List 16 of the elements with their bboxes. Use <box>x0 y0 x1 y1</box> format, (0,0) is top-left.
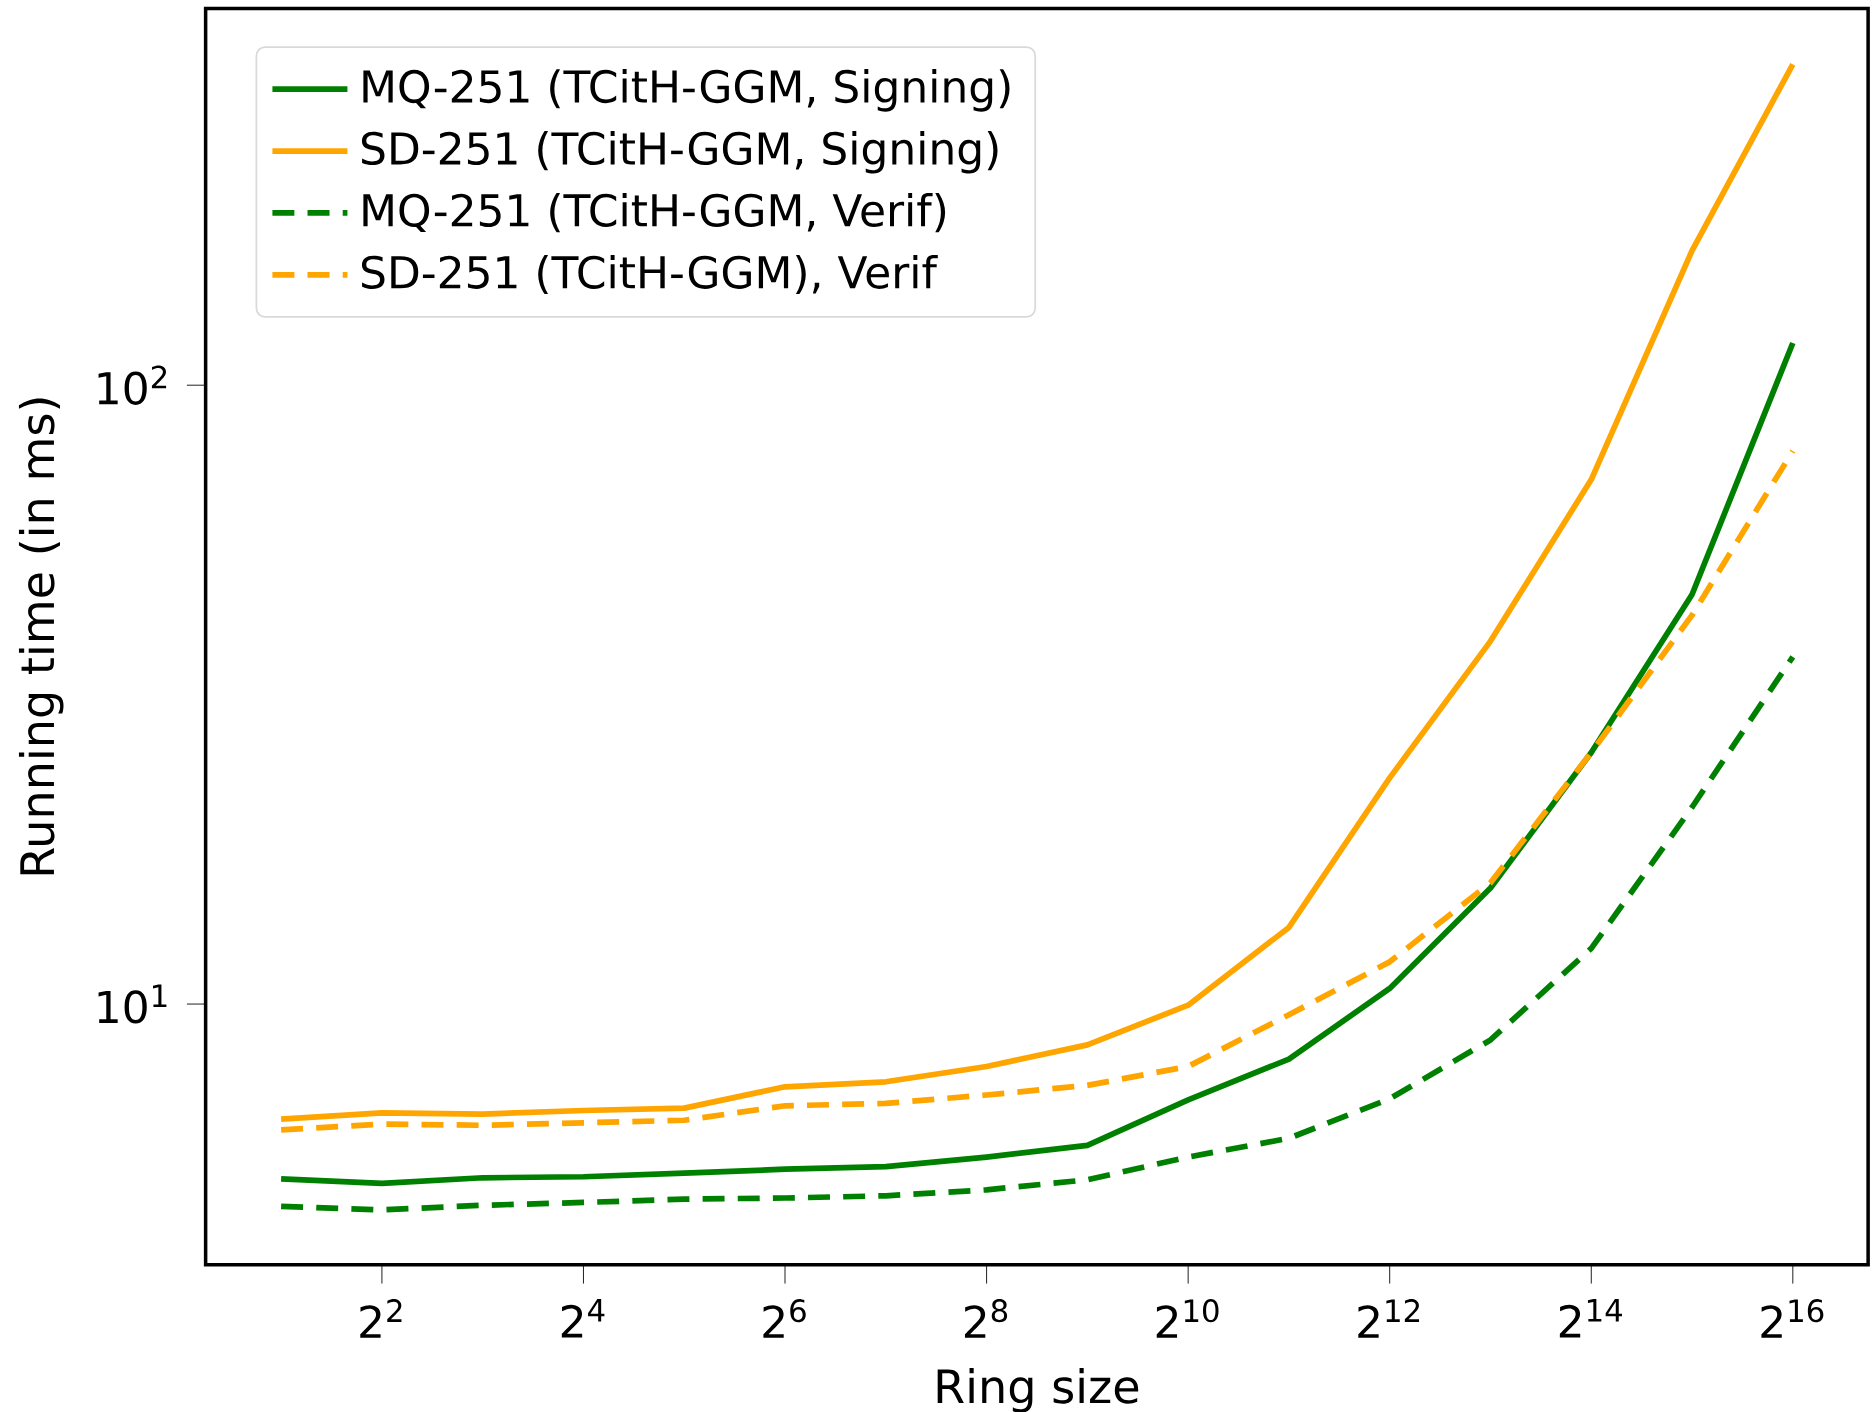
y-tick-label: 10$^{1}$ <box>98 984 167 1024</box>
x-tick-label: 2$^{6}$ <box>763 1299 806 1338</box>
legend-label: MQ-251 (TCitH-GGM, Signing) <box>363 69 1010 112</box>
x-tick-label: 2$^{4}$ <box>561 1299 605 1338</box>
y-tick-label: 10$^{2}$ <box>98 365 167 405</box>
legend-label: SD-251 (TCitH-GGM, Signing) <box>361 131 998 174</box>
x-axis-title: Ring size <box>937 1368 1139 1412</box>
x-tick-label: 2$^{14}$ <box>1559 1299 1622 1338</box>
x-tick-label: 2$^{8}$ <box>964 1299 1008 1338</box>
x-tick-label: 2$^{10}$ <box>1156 1299 1219 1338</box>
legend-label: MQ-251 (TCitH-GGM, Verif) <box>363 192 946 233</box>
x-tick-label: 2$^{16}$ <box>1761 1299 1824 1338</box>
legend-label: SD-251 (TCitH-GGM), Verif <box>361 254 938 295</box>
x-tick-label: 2$^{2}$ <box>360 1299 402 1338</box>
y-axis-title: Running time (in ms) <box>18 398 64 875</box>
x-tick-label: 2$^{12}$ <box>1358 1299 1420 1338</box>
